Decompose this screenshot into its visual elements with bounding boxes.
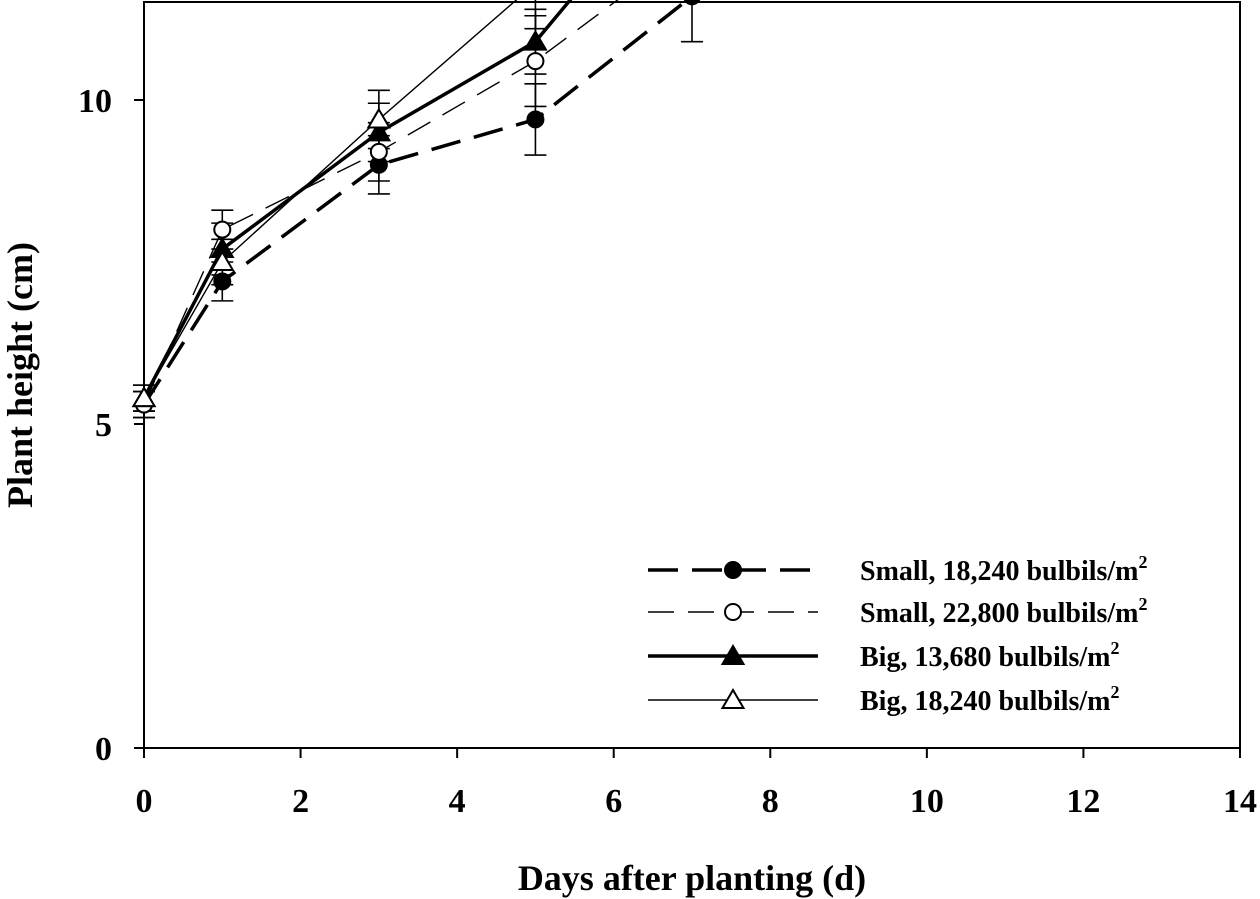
x-tick-label: 4 bbox=[449, 783, 466, 820]
legend-marker-1 bbox=[724, 603, 742, 621]
x-tick-label: 10 bbox=[910, 783, 944, 820]
x-tick-label: 14 bbox=[1223, 783, 1257, 820]
data-point bbox=[366, 107, 392, 129]
data-point bbox=[213, 272, 232, 291]
x-tick-label: 6 bbox=[605, 783, 622, 820]
x-tick-label: 8 bbox=[762, 783, 779, 820]
legend-label-1: Small, 22,800 bulbils/m2 bbox=[860, 594, 1148, 629]
legend-label-text: Small, 18,240 bulbils/m bbox=[860, 556, 1139, 587]
y-tick-label: 5 bbox=[95, 407, 112, 444]
series-2-line bbox=[142, 0, 573, 399]
series-2-error-bars bbox=[133, 8, 547, 412]
legend-label-superscript: 2 bbox=[1139, 552, 1148, 572]
legend-marker-3 bbox=[720, 688, 746, 709]
series-1-error-bars bbox=[133, 14, 547, 419]
data-point bbox=[213, 220, 232, 239]
data-point bbox=[526, 52, 545, 71]
legend-marker-0 bbox=[724, 561, 742, 579]
data-point bbox=[131, 386, 157, 408]
x-axis-title: Days after planting (d) bbox=[518, 858, 866, 898]
series-3-points bbox=[131, 107, 392, 408]
data-point bbox=[366, 120, 392, 142]
axis-ticks: 0246810121405101520 bbox=[78, 83, 1257, 820]
series-layer bbox=[131, 0, 703, 419]
legend-label-text: Big, 18,240 bulbils/m bbox=[860, 686, 1111, 717]
legend-marker-2 bbox=[720, 644, 746, 665]
data-point bbox=[526, 110, 545, 129]
series-1-points bbox=[135, 52, 545, 414]
x-tick-label: 12 bbox=[1066, 783, 1100, 820]
x-tick-label: 0 bbox=[136, 783, 153, 820]
legend-label-text: Small, 22,800 bulbils/m bbox=[860, 598, 1139, 629]
legend-label-superscript: 2 bbox=[1111, 638, 1120, 658]
legend-label-superscript: 2 bbox=[1111, 682, 1120, 702]
y-tick-label: 10 bbox=[78, 83, 112, 120]
y-tick-label: 0 bbox=[95, 731, 112, 768]
legend-label-2: Big, 13,680 bulbils/m2 bbox=[860, 638, 1120, 673]
legend-label-3: Big, 18,240 bulbils/m2 bbox=[860, 682, 1120, 717]
series-3-line bbox=[143, 0, 518, 399]
series-2-points bbox=[131, 29, 548, 408]
legend-label-superscript: 2 bbox=[1139, 594, 1148, 614]
data-point bbox=[683, 0, 701, 6]
plot-frame bbox=[143, 1, 1241, 749]
series-3-error-bars bbox=[133, 0, 547, 412]
data-point bbox=[369, 142, 388, 161]
legend-label-0: Small, 18,240 bulbils/m2 bbox=[860, 552, 1148, 587]
series-1-line bbox=[143, 0, 619, 405]
series-0-line bbox=[142, 0, 691, 406]
y-axis-title: Plant height (cm) bbox=[0, 242, 40, 508]
x-tick-label: 2 bbox=[292, 783, 309, 820]
series-0-points bbox=[135, 0, 701, 414]
data-point bbox=[523, 29, 548, 51]
legend-label-text: Big, 13,680 bulbils/m bbox=[860, 642, 1111, 673]
data-point bbox=[210, 250, 235, 271]
series-0-error-bars bbox=[133, 0, 703, 419]
